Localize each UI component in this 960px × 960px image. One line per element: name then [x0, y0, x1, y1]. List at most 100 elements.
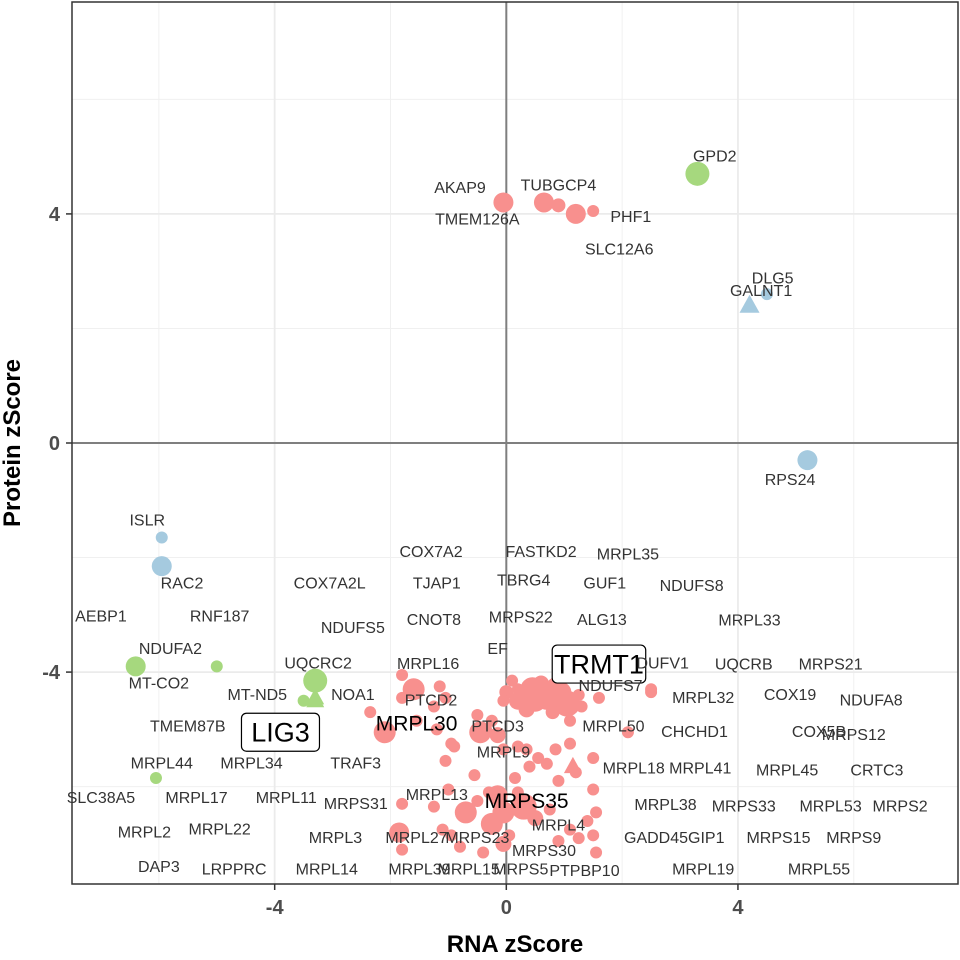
point-label: MRPL15	[438, 862, 500, 879]
point-label: PTCD2	[405, 693, 458, 710]
data-point	[125, 656, 146, 677]
data-point	[482, 786, 495, 799]
data-point	[468, 769, 481, 782]
data-point	[587, 829, 600, 842]
point-label: PTPBP10	[549, 863, 619, 880]
point-label: NOA1	[331, 687, 375, 704]
point-label: AKAP9	[434, 180, 486, 197]
data-points	[125, 161, 818, 859]
data-point	[436, 823, 449, 836]
x-tick-label: -4	[266, 897, 285, 919]
data-point	[509, 772, 521, 785]
point-label: COX7A2L	[294, 575, 366, 592]
point-label: MRPL34	[220, 756, 282, 773]
data-point	[552, 774, 565, 787]
point-label: MRPL50	[582, 719, 644, 736]
point-label: DLG5	[752, 271, 794, 288]
point-label: MRPL27	[385, 830, 447, 847]
data-point	[430, 723, 443, 736]
point-label: TUBGCP4	[521, 177, 597, 194]
point-label: MRPL14	[296, 862, 358, 879]
point-label: MRPS35	[485, 790, 569, 813]
point-label: MRPL44	[131, 756, 193, 773]
point-label: SLC38A5	[67, 790, 136, 807]
point-label: GADD45GIP1	[624, 830, 725, 847]
point-label: MRPL55	[788, 862, 850, 879]
x-tick-label: 0	[501, 897, 512, 919]
data-point	[480, 812, 503, 835]
data-point	[511, 786, 524, 799]
point-label: AEBP1	[75, 609, 127, 626]
x-tick-label: 4	[732, 897, 744, 919]
x-axis-title: RNA zScore	[447, 931, 583, 958]
data-point	[445, 829, 458, 842]
point-label: MRPS30	[512, 843, 576, 860]
data-point	[497, 694, 510, 707]
data-point	[564, 714, 577, 727]
point-label: MRPS5	[493, 862, 548, 879]
data-point	[590, 806, 603, 819]
y-tick-label: 4	[49, 204, 61, 226]
point-label: MRPS23	[445, 830, 509, 847]
data-point	[210, 660, 223, 673]
point-label: MRPS31	[324, 796, 388, 813]
point-label: MRPS15	[746, 830, 810, 847]
data-point	[151, 556, 172, 577]
data-point	[592, 691, 605, 704]
point-label: FASTKD2	[505, 544, 576, 561]
point-label: MRPL3	[309, 830, 362, 847]
point-label: SLC12A6	[585, 241, 654, 258]
data-point	[575, 700, 588, 713]
data-point	[587, 752, 600, 764]
data-point	[493, 192, 514, 213]
data-point	[551, 198, 566, 213]
data-point	[427, 800, 440, 813]
data-point	[155, 531, 168, 544]
data-point	[402, 678, 425, 701]
point-label: UQCRB	[715, 657, 773, 674]
data-point	[549, 743, 562, 756]
data-point	[572, 832, 585, 845]
data-point	[645, 686, 658, 699]
point-label: NDUFA2	[139, 641, 202, 658]
point-label: MRPL17	[165, 790, 227, 807]
data-point	[439, 754, 452, 767]
point-label: MRPS33	[712, 799, 776, 816]
data-point	[485, 714, 498, 727]
point-label: MT-ND5	[228, 687, 288, 704]
data-point	[565, 203, 586, 224]
point-label: RNF187	[190, 609, 250, 626]
point-label: MRPL39	[388, 862, 450, 879]
point-label: MRPL38	[634, 797, 696, 814]
data-point	[453, 840, 466, 853]
point-label: MRPS2	[873, 799, 928, 816]
data-point	[442, 783, 455, 796]
y-tick-label: 0	[49, 433, 60, 455]
point-label: MRPL19	[672, 862, 734, 879]
data-point	[439, 691, 452, 704]
point-label: MT-CO2	[129, 676, 190, 693]
point-label: MRPS9	[826, 830, 881, 847]
data-point	[477, 846, 490, 859]
point-label: MRPL11	[256, 790, 317, 807]
point-label: LIG3	[251, 718, 310, 748]
point-label: MRPL4	[532, 818, 585, 835]
point-label: MRPL45	[756, 763, 818, 780]
point-label: COX7A2	[399, 544, 462, 561]
data-point-triangle	[563, 756, 582, 774]
data-point	[373, 721, 396, 744]
data-point	[533, 675, 550, 692]
point-label: PTCD3	[471, 719, 524, 736]
point-label: MRPL18	[603, 760, 665, 777]
y-axis-title: Protein zScore	[0, 359, 26, 527]
data-point	[506, 674, 519, 687]
point-label: MRPL33	[718, 613, 780, 630]
data-point	[587, 783, 600, 796]
data-point	[532, 752, 545, 764]
point-label: NDUFS5	[321, 620, 385, 637]
point-label: NDUFS7	[579, 678, 643, 695]
data-point	[427, 700, 440, 713]
data-point	[471, 794, 484, 807]
point-label: TJAP1	[413, 575, 461, 592]
